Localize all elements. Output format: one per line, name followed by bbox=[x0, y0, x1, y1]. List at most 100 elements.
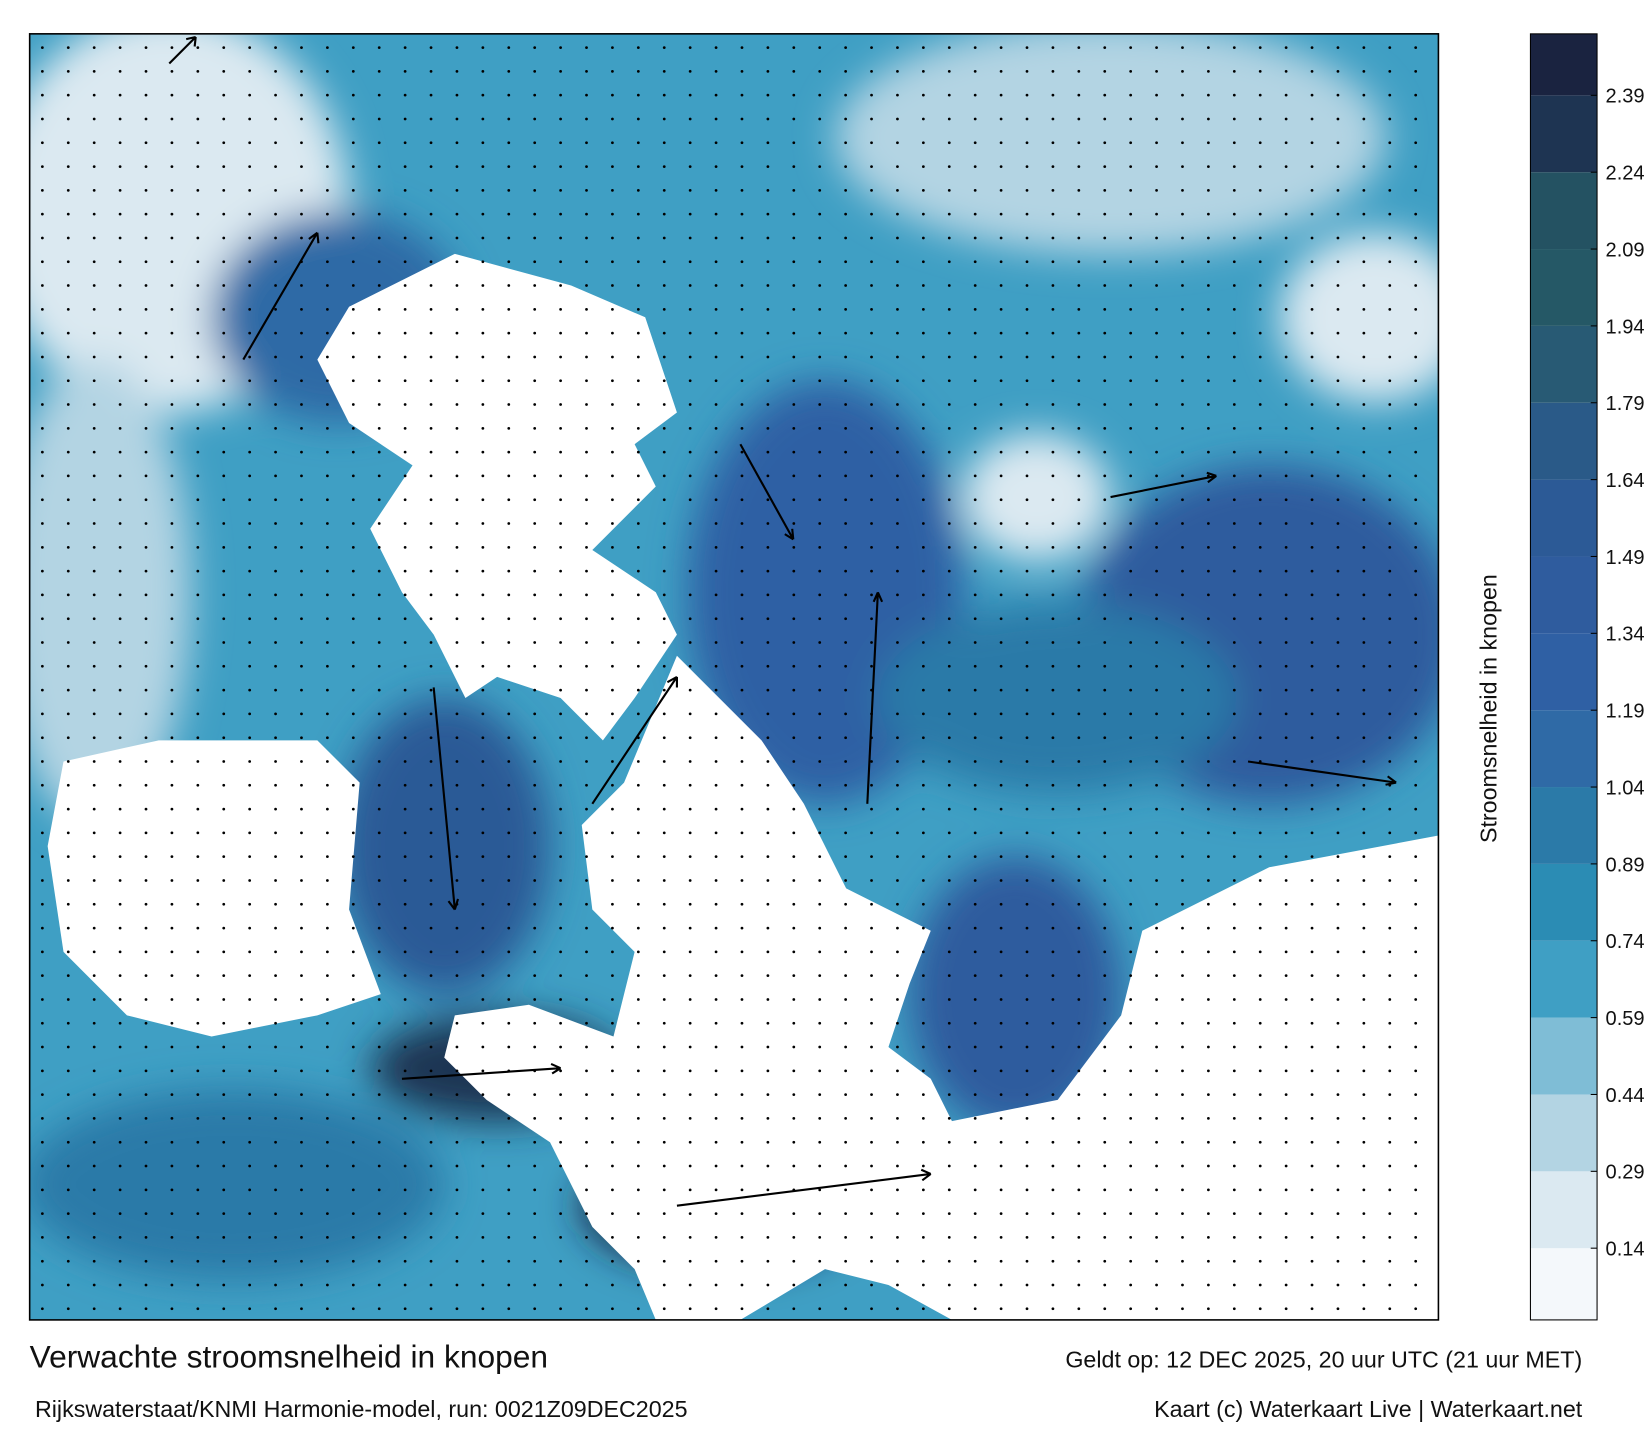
grid-dot bbox=[92, 403, 96, 406]
grid-dot bbox=[714, 998, 718, 1001]
grid-dot bbox=[662, 474, 666, 478]
grid-dot bbox=[1051, 93, 1055, 97]
grid-dot bbox=[274, 236, 277, 240]
grid-dot bbox=[144, 284, 148, 287]
grid-dot bbox=[118, 46, 122, 49]
grid-dot bbox=[611, 260, 614, 264]
grid-dot bbox=[688, 1069, 692, 1073]
grid-dot bbox=[559, 1259, 562, 1263]
grid-dot bbox=[222, 879, 226, 882]
grid-dot bbox=[1129, 1283, 1133, 1287]
grid-dot bbox=[170, 1093, 174, 1097]
grid-dot bbox=[170, 165, 174, 168]
grid-dot bbox=[40, 403, 44, 406]
grid-dot bbox=[1336, 736, 1340, 740]
grid-dot bbox=[870, 117, 873, 121]
grid-dot bbox=[481, 926, 485, 930]
grid-dot bbox=[1388, 1117, 1392, 1120]
grid-dot bbox=[300, 284, 303, 287]
grid-dot bbox=[429, 902, 433, 906]
colorbar-band bbox=[1530, 1017, 1598, 1095]
grid-dot bbox=[1155, 188, 1158, 192]
grid-dot bbox=[844, 355, 847, 359]
grid-dot bbox=[222, 165, 226, 168]
grid-dot bbox=[66, 260, 70, 264]
grid-dot bbox=[403, 855, 407, 859]
grid-dot bbox=[196, 141, 200, 145]
grid-dot bbox=[351, 1188, 355, 1192]
grid-dot bbox=[1336, 831, 1340, 835]
grid-dot bbox=[1051, 403, 1055, 406]
grid-dot bbox=[222, 807, 226, 811]
grid-dot bbox=[274, 331, 277, 335]
grid-dot bbox=[999, 1188, 1003, 1192]
grid-dot bbox=[1336, 617, 1340, 621]
grid-dot bbox=[585, 760, 588, 763]
grid-dot bbox=[766, 760, 770, 763]
grid-dot bbox=[585, 1164, 588, 1168]
grid-dot bbox=[1284, 1188, 1288, 1192]
grid-dot bbox=[662, 1188, 666, 1192]
grid-dot bbox=[559, 926, 562, 930]
grid-dot bbox=[921, 1164, 925, 1168]
grid-dot bbox=[688, 855, 692, 859]
grid-dot bbox=[222, 212, 226, 216]
grid-dot bbox=[403, 403, 407, 406]
grid-dot bbox=[1232, 284, 1236, 287]
grid-dot bbox=[818, 1045, 822, 1049]
grid-dot bbox=[533, 855, 537, 859]
grid-dot bbox=[1362, 664, 1366, 668]
grid-dot bbox=[1077, 641, 1081, 644]
grid-dot bbox=[844, 284, 847, 287]
grid-dot bbox=[92, 641, 96, 644]
grid-dot bbox=[999, 998, 1003, 1001]
grid-dot bbox=[973, 545, 977, 549]
grid-dot bbox=[896, 165, 899, 168]
grid-dot bbox=[248, 1236, 252, 1239]
grid-dot bbox=[1129, 284, 1133, 287]
grid-dot bbox=[1207, 950, 1210, 954]
grid-dot bbox=[66, 902, 70, 906]
grid-dot bbox=[559, 1283, 562, 1287]
grid-dot bbox=[1388, 355, 1392, 359]
grid-dot bbox=[999, 1045, 1003, 1049]
grid-dot bbox=[274, 522, 277, 525]
grid-dot bbox=[403, 331, 407, 335]
grid-dot bbox=[403, 1188, 407, 1192]
grid-dot bbox=[973, 783, 977, 787]
grid-dot bbox=[559, 1212, 562, 1215]
grid-dot bbox=[1103, 1259, 1107, 1263]
grid-dot bbox=[1284, 70, 1288, 73]
grid-dot bbox=[196, 855, 200, 859]
grid-dot bbox=[300, 403, 303, 406]
grid-dot bbox=[40, 545, 44, 549]
grid-dot bbox=[429, 974, 433, 978]
grid-dot bbox=[1232, 1045, 1236, 1049]
grid-dot bbox=[326, 165, 329, 168]
grid-dot bbox=[377, 1188, 381, 1192]
grid-dot bbox=[40, 307, 44, 311]
grid-dot bbox=[559, 188, 562, 192]
grid-dot bbox=[999, 450, 1003, 454]
grid-dot bbox=[300, 569, 303, 573]
grid-dot bbox=[40, 783, 44, 787]
grid-dot bbox=[1310, 70, 1314, 73]
grid-dot bbox=[559, 593, 562, 597]
grid-dot bbox=[1155, 70, 1158, 73]
grid-dot bbox=[481, 165, 485, 168]
grid-dot bbox=[999, 474, 1003, 478]
grid-dot bbox=[377, 545, 381, 549]
grid-dot bbox=[870, 569, 873, 573]
grid-dot bbox=[999, 593, 1003, 597]
grid-dot bbox=[196, 188, 200, 192]
grid-dot bbox=[585, 974, 588, 978]
grid-dot bbox=[1025, 522, 1029, 525]
grid-dot bbox=[1025, 664, 1029, 668]
grid-dot bbox=[92, 902, 96, 906]
grid-dot bbox=[533, 569, 537, 573]
grid-dot bbox=[818, 70, 822, 73]
grid-dot bbox=[248, 474, 252, 478]
grid-dot bbox=[1181, 783, 1184, 787]
grid-dot bbox=[688, 1259, 692, 1263]
grid-dot bbox=[92, 926, 96, 930]
